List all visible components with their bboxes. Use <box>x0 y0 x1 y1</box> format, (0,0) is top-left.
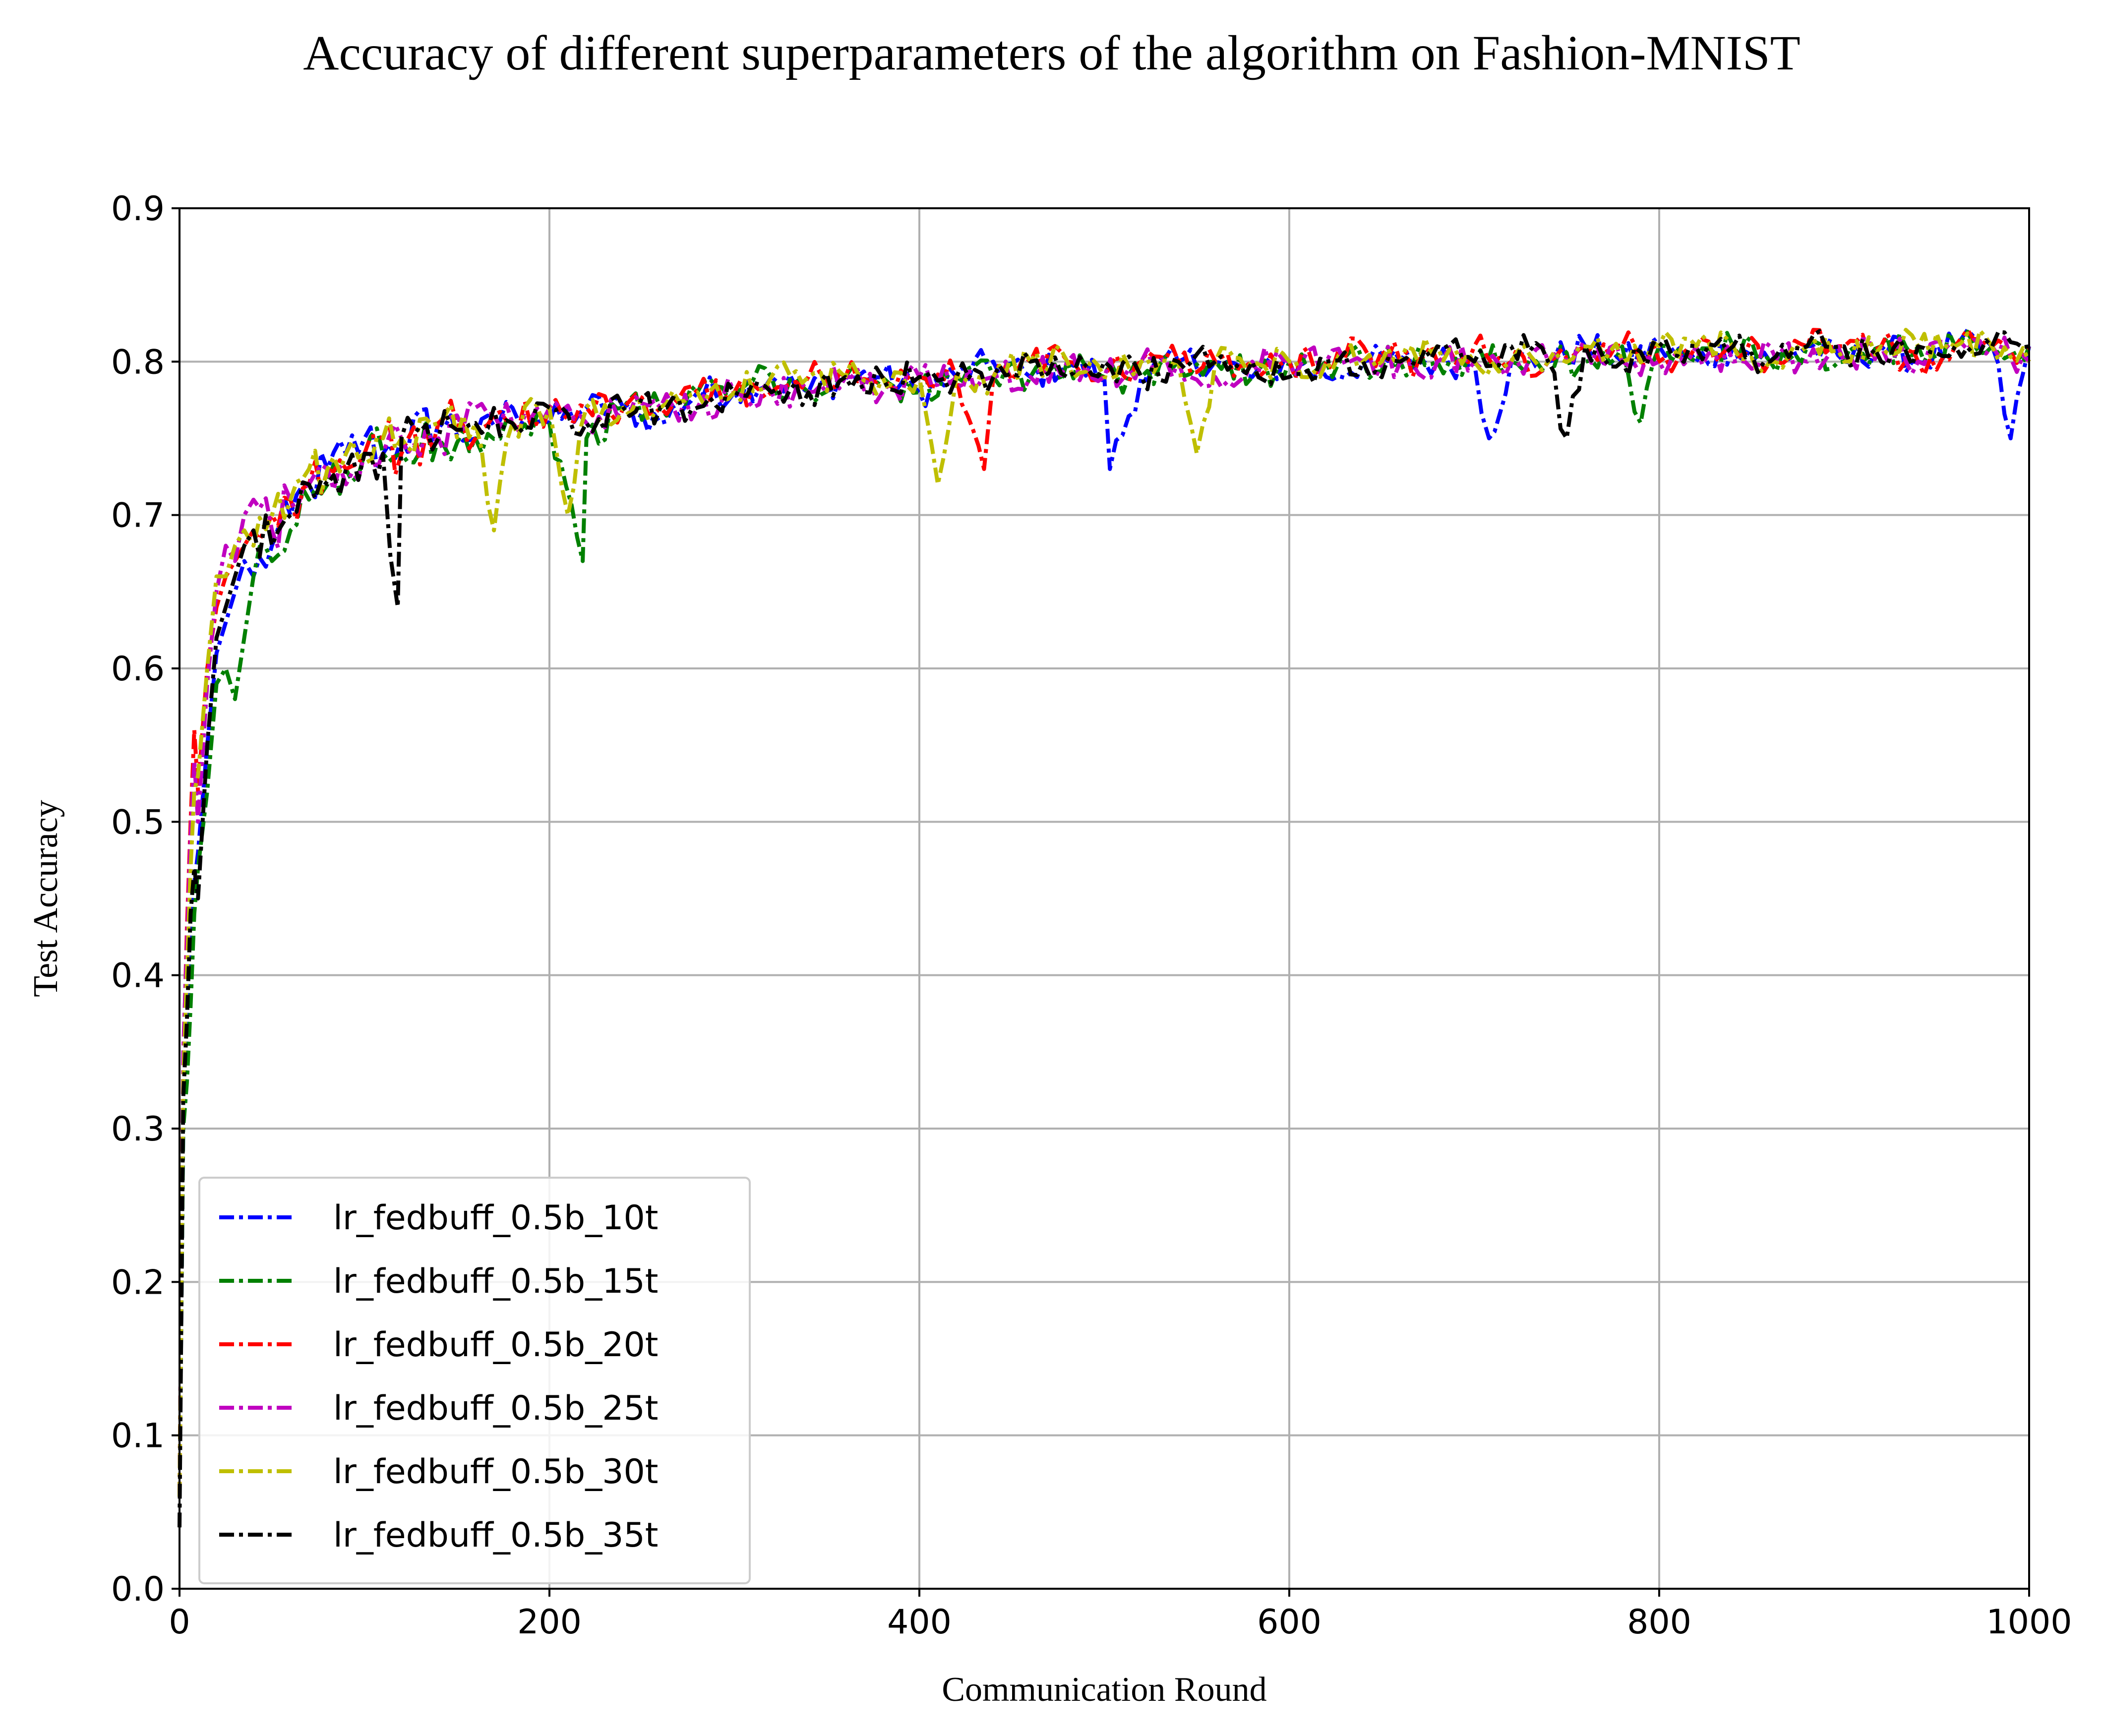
series-line-lr_fedbuff_0.5b_10t <box>178 328 2031 1497</box>
y-tick-label: 0.3 <box>111 1110 165 1149</box>
y-tick-label: 0.4 <box>111 957 165 996</box>
series-line-lr_fedbuff_0.5b_35t <box>178 329 2030 1528</box>
y-tick-label: 0.6 <box>111 650 165 689</box>
legend-label: lr_fedbuff_0.5b_30t <box>333 1452 658 1492</box>
legend-label: lr_fedbuff_0.5b_15t <box>333 1262 658 1301</box>
legend-box <box>198 1177 751 1584</box>
y-tick-label: 0.5 <box>111 803 165 842</box>
legend: lr_fedbuff_0.5b_10t lr_fedbuff_0.5b_15tlr… <box>198 1177 751 1584</box>
series-layer <box>178 327 2031 1528</box>
x-tick-label: 200 <box>517 1603 582 1642</box>
y-tick-label: 0.0 <box>111 1570 165 1609</box>
y-tick-label: 0.2 <box>111 1263 165 1302</box>
legend-label: lr_fedbuff_0.5b_10t <box>333 1198 658 1238</box>
legend-label: lr_fedbuff_0.5b_20t <box>333 1325 658 1365</box>
y-tick-label: 0.7 <box>111 496 165 536</box>
tick-layer: 0 200 400 600 800 1000 0.0 0.1 0.2 0.3 0.4 0.5 0.6 0.… <box>111 189 2072 1642</box>
y-tick-label: 0.1 <box>111 1417 165 1456</box>
x-axis-label: Communication Round <box>942 1671 1266 1709</box>
legend-label: lr_fedbuff_0.5b_25t <box>333 1389 658 1428</box>
x-tick-label: 800 <box>1627 1603 1691 1642</box>
x-tick-label: 0 <box>169 1603 190 1642</box>
y-axis-label: Test Accuracy <box>27 800 65 997</box>
y-tick-label: 0.8 <box>111 343 165 382</box>
x-tick-label: 600 <box>1257 1603 1322 1642</box>
y-tick-label: 0.9 <box>111 189 165 229</box>
series-line-lr_fedbuff_0.5b_30t <box>178 328 2031 1497</box>
x-tick-label: 1000 <box>1986 1603 2072 1642</box>
plot-frame <box>179 207 2030 1590</box>
chart-title: Accuracy of different superparameters of… <box>303 25 1800 80</box>
x-tick-label: 400 <box>887 1603 952 1642</box>
legend-label: lr_fedbuff_0.5b_35t <box>333 1516 658 1555</box>
